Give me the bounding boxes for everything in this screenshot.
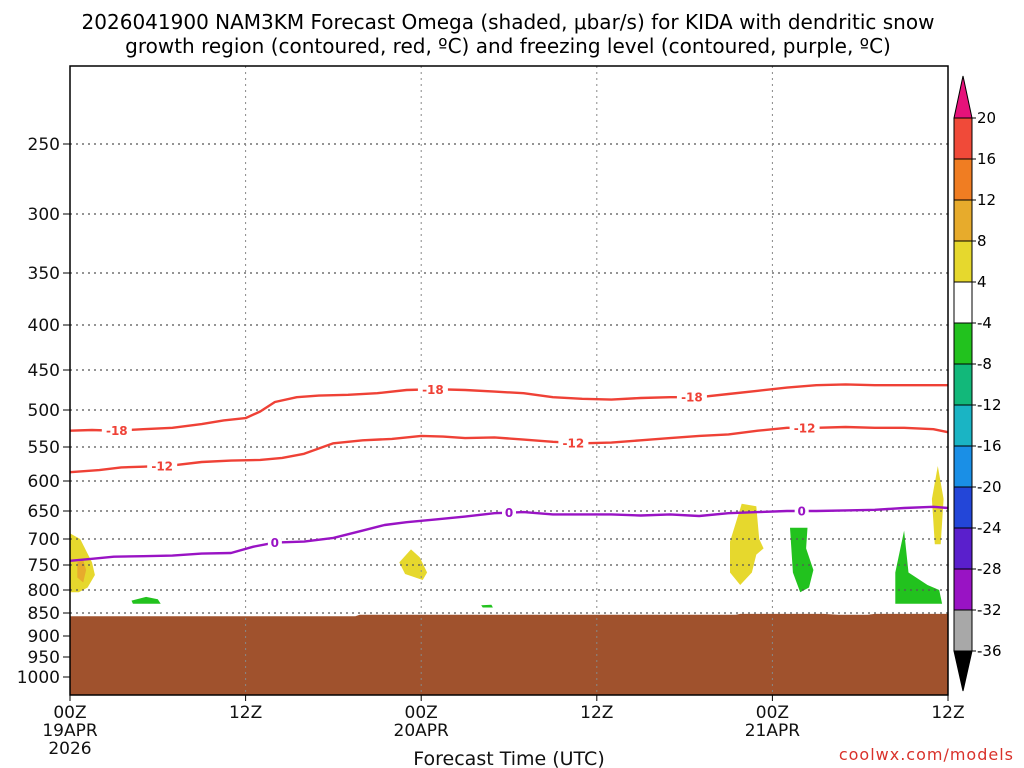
plot-frame bbox=[69, 65, 949, 696]
y-tick-label-300: 300 bbox=[28, 205, 60, 225]
chart-title-line2: growth region (contoured, red, ºC) and f… bbox=[125, 34, 891, 58]
x-tick-label-0: 00Z bbox=[53, 703, 86, 723]
x-axis-title: Forecast Time (UTC) bbox=[413, 748, 604, 768]
omega-shading-7 bbox=[790, 527, 814, 593]
colorbar-label-2: 12 bbox=[977, 191, 996, 209]
contour-line-1 bbox=[69, 383, 948, 432]
omega-shading-9 bbox=[931, 466, 944, 545]
contour-label-2-2: -12 bbox=[563, 436, 585, 450]
y-tick-label-450: 450 bbox=[28, 361, 60, 381]
omega-shading-3 bbox=[131, 596, 161, 604]
contour-label-2-1: -12 bbox=[151, 459, 173, 473]
contour-label-bg-3-1 bbox=[267, 535, 282, 550]
y-tick-label-800: 800 bbox=[28, 581, 60, 601]
y-tick-label-900: 900 bbox=[28, 627, 60, 647]
x-tick-date-2: 20APR bbox=[394, 721, 450, 741]
omega-shading-5 bbox=[481, 604, 493, 608]
x-tick-date-4: 21APR bbox=[745, 721, 801, 741]
x-tick-year-0: 2026 bbox=[48, 739, 91, 759]
y-tick-label-400: 400 bbox=[28, 316, 60, 336]
contour-label-bg-2-1 bbox=[147, 458, 178, 473]
contour-label-bg-3-3 bbox=[794, 504, 809, 518]
colorbar-label-3: 8 bbox=[977, 232, 987, 250]
contour-label-bg-2-2 bbox=[558, 435, 589, 450]
colorbar-bin-4 bbox=[953, 240, 973, 283]
colorbar-bin-10 bbox=[953, 486, 973, 529]
colorbar-label-12: -32 bbox=[977, 601, 1002, 619]
contour-label-bg-1-1 bbox=[101, 423, 132, 438]
colorbar-bin-8 bbox=[953, 404, 973, 447]
colorbar-bin-2 bbox=[953, 158, 973, 201]
contour-label-bg-1-3 bbox=[676, 390, 707, 405]
colorbar-label-5: -4 bbox=[977, 314, 992, 332]
x-tick-label-1: 12Z bbox=[229, 703, 262, 723]
colorbar-bin-7 bbox=[953, 363, 973, 406]
x-tick-label-2: 00Z bbox=[405, 703, 438, 723]
colorbar-label-0: 20 bbox=[977, 109, 996, 127]
contour-label-bg-1-2 bbox=[417, 382, 448, 397]
y-tick-label-1000: 1000 bbox=[17, 668, 60, 688]
y-tick-label-350: 350 bbox=[28, 264, 60, 284]
colorbar-bin-11 bbox=[953, 527, 973, 570]
colorbar-under-triangle bbox=[953, 650, 973, 692]
colorbar-bin-3 bbox=[953, 199, 973, 242]
contour-label-1-2: -18 bbox=[422, 383, 444, 397]
omega-shading-6 bbox=[730, 503, 764, 585]
contour-label-2-3: -12 bbox=[794, 421, 816, 435]
y-tick-label-600: 600 bbox=[28, 472, 60, 492]
colorbar-label-13: -36 bbox=[977, 642, 1002, 660]
colorbar-bin-12 bbox=[953, 568, 973, 611]
x-tick-date-0: 19APR bbox=[42, 721, 98, 741]
y-tick-label-700: 700 bbox=[28, 530, 60, 550]
colorbar-bin-9 bbox=[953, 445, 973, 488]
credit-text: coolwx.com/models bbox=[839, 745, 1014, 764]
x-tick-label-3: 12Z bbox=[580, 703, 613, 723]
plot-area: 250 300 350 400 450 500 550 600 650 700 750 800 850 9… bbox=[17, 66, 965, 759]
y-tick-label-550: 550 bbox=[28, 438, 60, 458]
colorbar-label-8: -16 bbox=[977, 437, 1002, 455]
y-tick-label-250: 250 bbox=[28, 135, 60, 155]
contour-label-3-2: 0 bbox=[505, 506, 513, 520]
colorbar-label-7: -12 bbox=[977, 396, 1002, 414]
colorbar-bin-6 bbox=[953, 322, 973, 365]
y-tick-label-750: 750 bbox=[28, 556, 60, 576]
terrain-ground bbox=[70, 613, 948, 695]
colorbar: 20 16 12 8 4 -4 -8 -12 -16 -20 -24 -28 -32 -36 bbox=[953, 75, 1002, 692]
contour-label-1-3: -18 bbox=[681, 391, 703, 405]
colorbar-label-1: 16 bbox=[977, 150, 996, 168]
x-tick-label-4: 00Z bbox=[756, 703, 789, 723]
y-tick-label-850: 850 bbox=[28, 604, 60, 624]
omega-shading-8 bbox=[895, 530, 943, 604]
x-tick-label-5: 12Z bbox=[931, 703, 964, 723]
chart-title-line1: 2026041900 NAM3KM Forecast Omega (shaded… bbox=[82, 10, 935, 34]
colorbar-label-11: -28 bbox=[977, 560, 1002, 578]
contour-label-3-3: 0 bbox=[797, 505, 805, 519]
colorbar-bin-13 bbox=[953, 609, 973, 652]
contour-label-1-1: -18 bbox=[106, 424, 128, 438]
colorbar-bin-5 bbox=[953, 281, 973, 324]
colorbar-label-9: -20 bbox=[977, 478, 1002, 496]
colorbar-label-6: -8 bbox=[977, 355, 992, 373]
contour-label-3-1: 0 bbox=[271, 536, 279, 550]
colorbar-label-4: 4 bbox=[977, 273, 987, 291]
colorbar-label-10: -24 bbox=[977, 519, 1002, 537]
y-tick-label-950: 950 bbox=[28, 648, 60, 668]
y-tick-label-650: 650 bbox=[28, 502, 60, 522]
y-tick-label-500: 500 bbox=[28, 401, 60, 421]
contour-label-bg-3-2 bbox=[502, 505, 516, 520]
contour-label-bg-2-3 bbox=[789, 420, 820, 435]
colorbar-bin-1 bbox=[953, 117, 973, 160]
